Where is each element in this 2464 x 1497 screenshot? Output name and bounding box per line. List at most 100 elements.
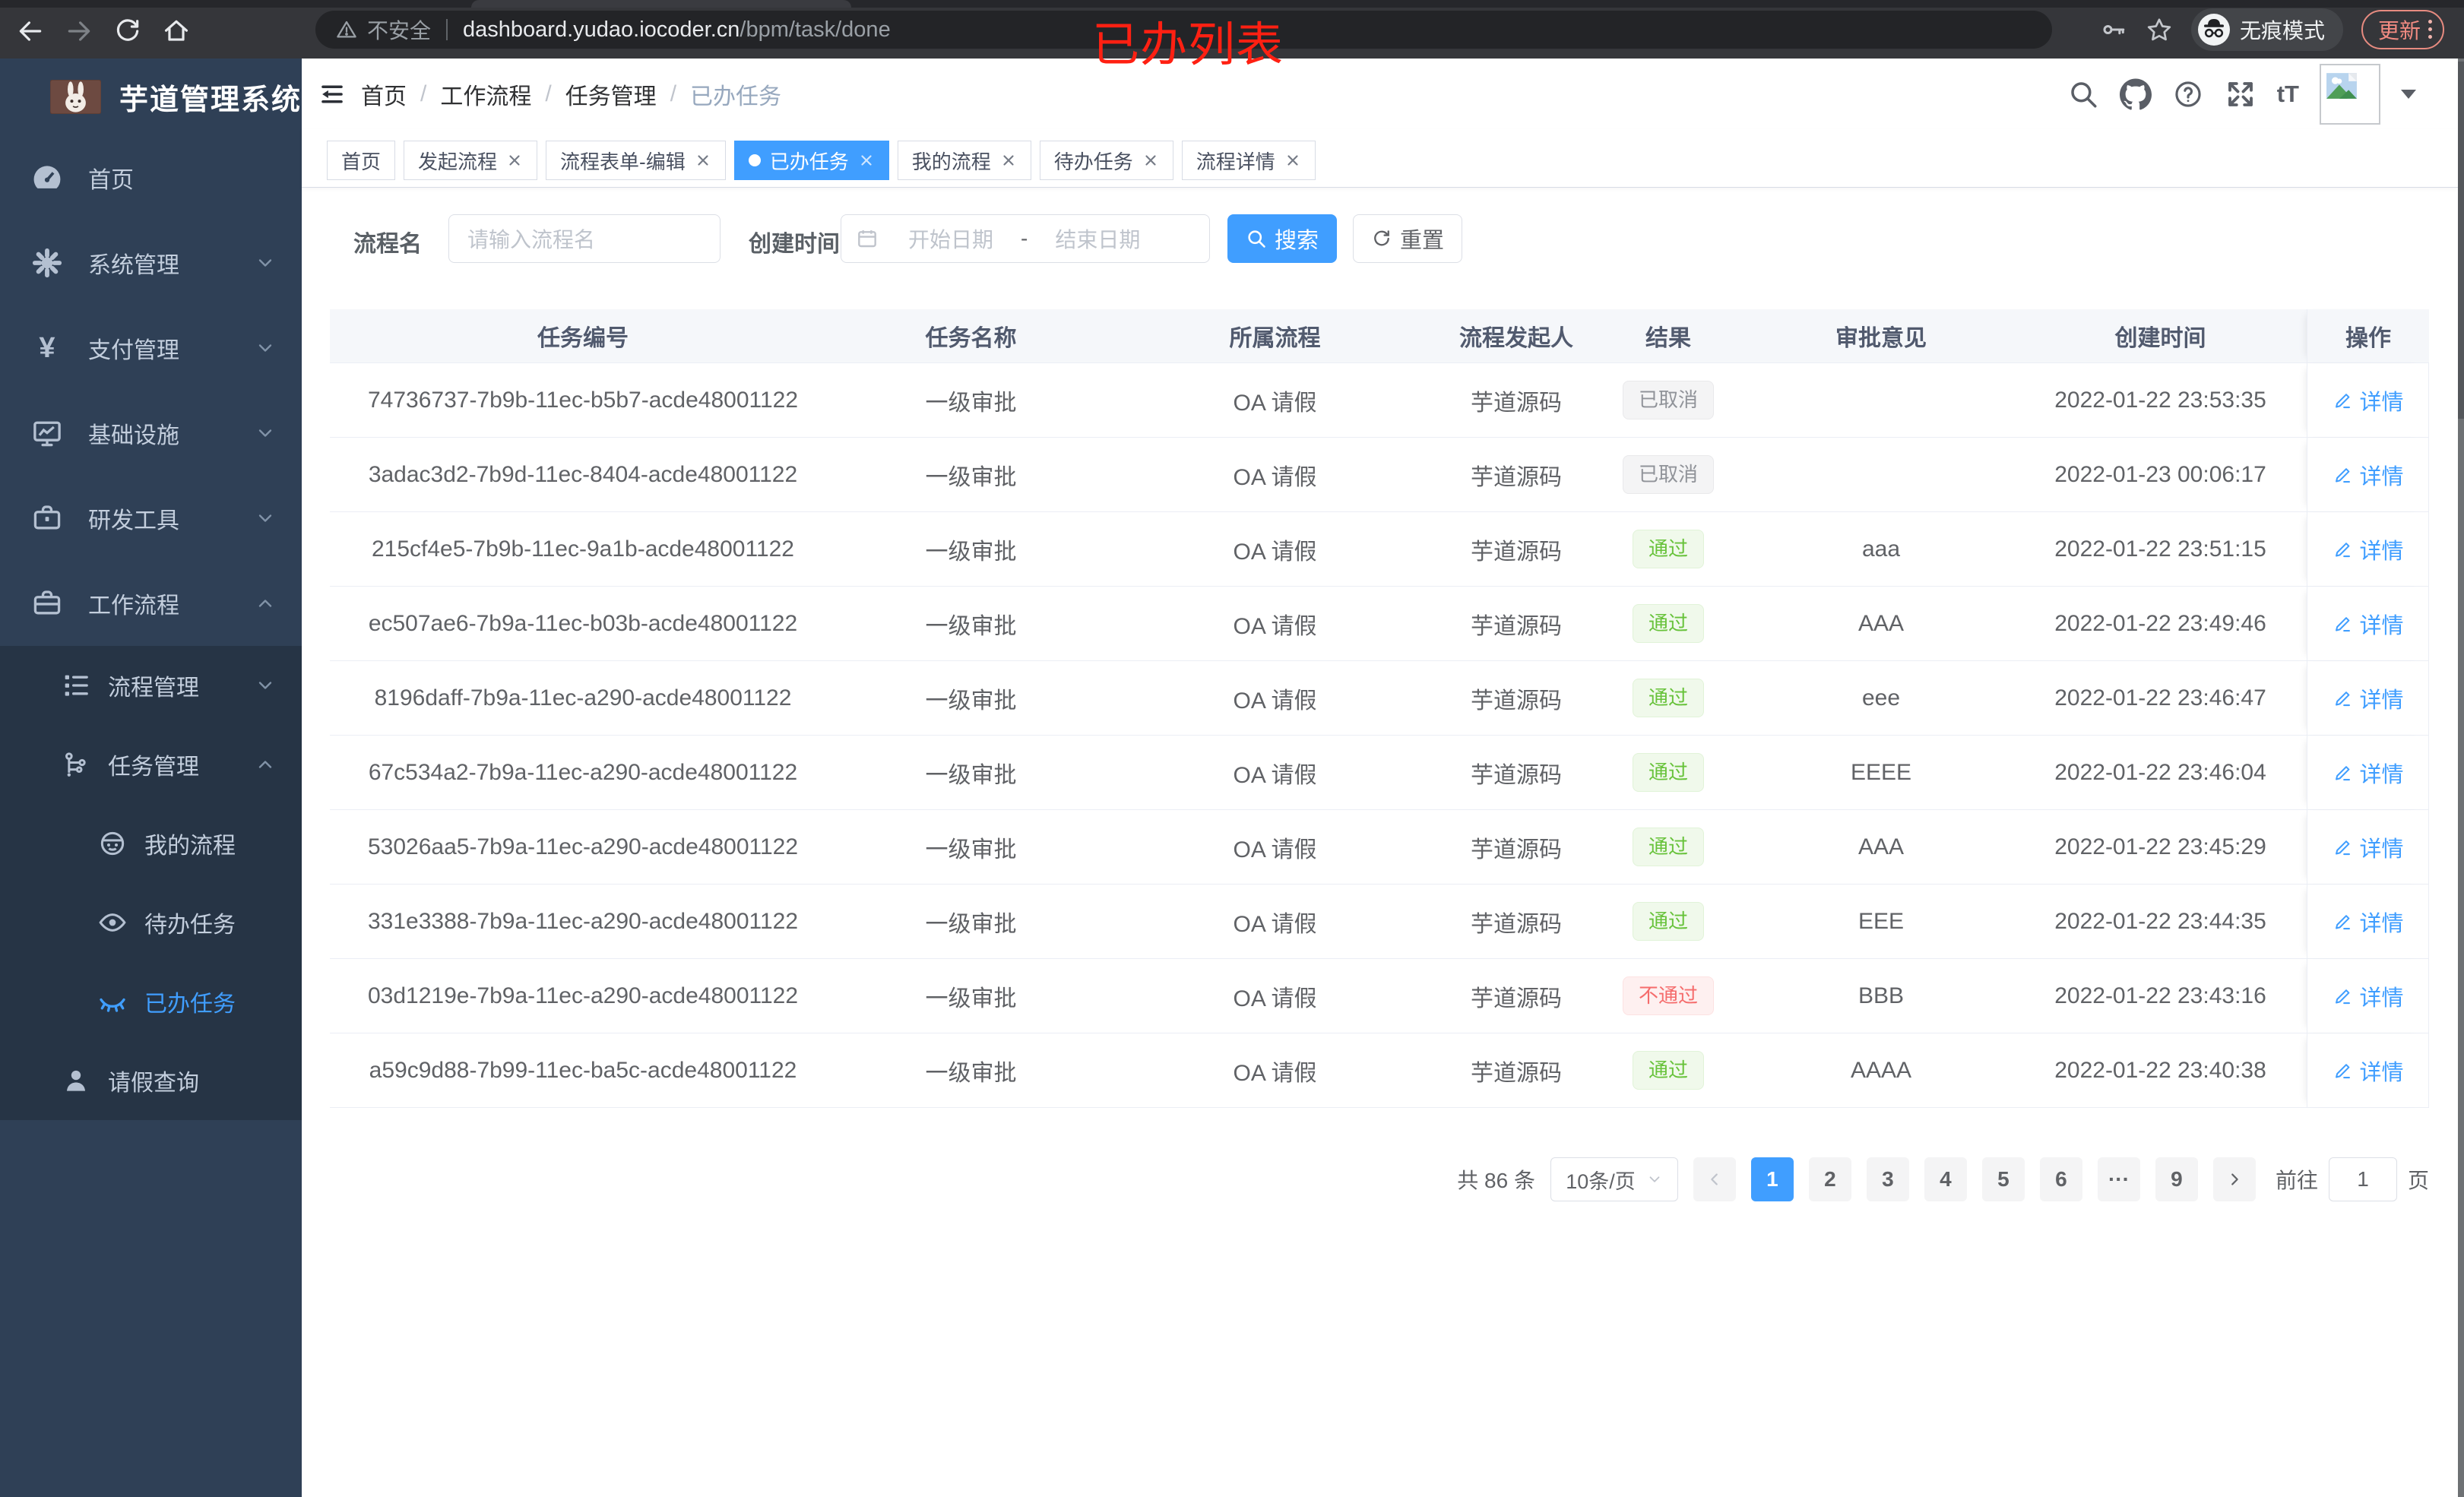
breadcrumb-current: 已办任务 [690,84,782,109]
detail-link[interactable]: 详情 [2333,906,2404,938]
close-icon[interactable] [1000,152,1017,169]
search-form: 流程名 请输入流程名 创建时间 开始日期 - 结束日期 搜索 重置 [302,214,2458,264]
url-path: /bpm/task/done [740,17,891,42]
url-divider [446,19,448,40]
process-name-input[interactable]: 请输入流程名 [448,214,721,263]
url-host: dashboard.yudao.iocoder.cn [463,17,740,42]
fullscreen-icon[interactable] [2225,78,2257,110]
github-icon[interactable] [2119,78,2152,110]
gear-icon [30,246,64,280]
reset-button[interactable]: 重置 [1353,214,1462,263]
pagination-page-1[interactable]: 1 [1750,1157,1794,1201]
browser-tabstrip [0,0,2464,8]
sidebar-item-process-mgmt[interactable]: 流程管理 [0,646,302,725]
search-icon [1246,228,1267,249]
browser-active-tab[interactable] [471,0,851,8]
sidebar-item-leave-query[interactable]: 请假查询 [0,1041,302,1120]
goto-page-input[interactable] [2328,1157,2397,1201]
detail-link[interactable]: 详情 [2333,980,2404,1012]
detail-link[interactable]: 详情 [2333,757,2404,789]
sidebar-item-devtools[interactable]: 研发工具 [0,476,302,561]
font-size-icon[interactable]: tT [2276,80,2299,107]
detail-link[interactable]: 详情 [2333,682,2404,714]
pagination-page-4[interactable]: 4 [1924,1157,1967,1201]
pagination-page-3[interactable]: 3 [1866,1157,1909,1201]
sidebar-collapse-icon[interactable] [318,81,346,108]
search-icon[interactable] [2067,78,2099,110]
tab-form-edit[interactable]: 流程表单-编辑 [546,141,726,180]
tab-process-detail[interactable]: 流程详情 [1181,141,1316,180]
breadcrumb-task-mgmt[interactable]: 任务管理 [565,84,657,109]
sidebar-item-system[interactable]: 系统管理 [0,220,302,305]
back-icon[interactable] [16,17,45,46]
tab-done-tasks[interactable]: 已办任务 [733,141,889,180]
sidebar-item-label: 任务管理 [108,755,199,780]
help-icon[interactable] [2172,78,2204,110]
close-icon[interactable] [506,152,523,169]
bookmark-star-icon[interactable] [2146,16,2173,43]
breadcrumb-home[interactable]: 首页 [361,84,407,109]
person-icon [61,1065,91,1096]
detail-link[interactable]: 详情 [2333,459,2404,491]
tab-my-process[interactable]: 我的流程 [897,141,1031,180]
pagination-next-button[interactable] [2212,1157,2256,1201]
sidebar-item-task-mgmt[interactable]: 任务管理 [0,725,302,804]
detail-link[interactable]: 详情 [2333,533,2404,565]
avatar[interactable] [2320,63,2380,125]
update-button[interactable]: 更新 [2361,9,2444,49]
breadcrumb-workflow[interactable]: 工作流程 [440,84,532,109]
detail-link[interactable]: 详情 [2333,1055,2404,1087]
sidebar-item-done-tasks[interactable]: 已办任务 [0,962,302,1041]
forward-icon[interactable] [65,17,93,46]
table-row: 53026aa5-7b9a-11ec-a290-acde48001122 一级审… [330,810,2428,885]
avatar-dropdown-caret[interactable] [2401,89,2416,99]
browser-menu-icon[interactable] [2428,20,2432,39]
status-badge: 不通过 [1622,976,1714,1016]
scrollbar-thumb[interactable] [2458,62,2464,419]
close-icon[interactable] [858,152,875,169]
page-size-select[interactable]: 10条/页 [1550,1157,1678,1201]
detail-link[interactable]: 详情 [2333,385,2404,416]
pagination-page-9[interactable]: 9 [2155,1157,2198,1201]
pagination-page-6[interactable]: 6 [2039,1157,2082,1201]
sidebar-item-label: 首页 [88,168,134,193]
main-content: 首页 / 工作流程 / 任务管理 / 已办任务 tT 首页 发起流程 流程表单-… [302,59,2458,1497]
sidebar-item-payment[interactable]: ¥ 支付管理 [0,305,302,391]
incognito-badge: 无痕模式 [2190,8,2343,51]
app-logo[interactable]: 芋道管理系统 [0,59,302,135]
tab-todo-tasks[interactable]: 待办任务 [1039,141,1173,180]
pagination-prev-button[interactable] [1693,1157,1736,1201]
table-row: 331e3388-7b9a-11ec-a290-acde48001122 一级审… [330,885,2428,959]
sidebar-item-home[interactable]: 首页 [0,135,302,220]
sidebar-item-workflow[interactable]: 工作流程 [0,561,302,646]
key-icon[interactable] [2100,16,2127,43]
detail-link[interactable]: 详情 [2333,608,2404,640]
process-name-label: 流程名 [353,232,422,257]
reload-icon[interactable] [113,17,142,46]
pagination-page-2[interactable]: 2 [1808,1157,1851,1201]
sidebar-item-label: 请假查询 [108,1071,199,1096]
date-range-input[interactable]: 开始日期 - 结束日期 [841,214,1210,263]
search-button[interactable]: 搜索 [1227,214,1337,263]
window-scrollbar[interactable] [2458,59,2464,1497]
detail-link[interactable]: 详情 [2333,831,2404,863]
address-bar[interactable]: 不安全 dashboard.yudao.iocoder.cn/bpm/task/… [315,11,2052,49]
pagination-more[interactable]: ··· [2097,1157,2140,1201]
range-separator: - [1021,226,1028,250]
tab-home[interactable]: 首页 [327,141,396,180]
home-icon[interactable] [162,17,191,46]
chevron-up-icon [255,593,276,614]
close-icon[interactable] [1284,152,1301,169]
table-row: 67c534a2-7b9a-11ec-a290-acde48001122 一级审… [330,736,2428,810]
incognito-icon [2197,13,2231,46]
sidebar-item-infra[interactable]: 基础设施 [0,391,302,476]
security-label[interactable]: 不安全 [367,19,432,43]
close-icon[interactable] [695,152,711,169]
pagination-page-5[interactable]: 5 [1981,1157,2025,1201]
sidebar-item-todo-tasks[interactable]: 待办任务 [0,883,302,962]
status-badge: 通过 [1632,827,1704,867]
close-icon[interactable] [1142,152,1159,169]
status-badge: 已取消 [1622,454,1714,495]
sidebar-item-my-process[interactable]: 我的流程 [0,804,302,883]
tab-start-process[interactable]: 发起流程 [404,141,538,180]
